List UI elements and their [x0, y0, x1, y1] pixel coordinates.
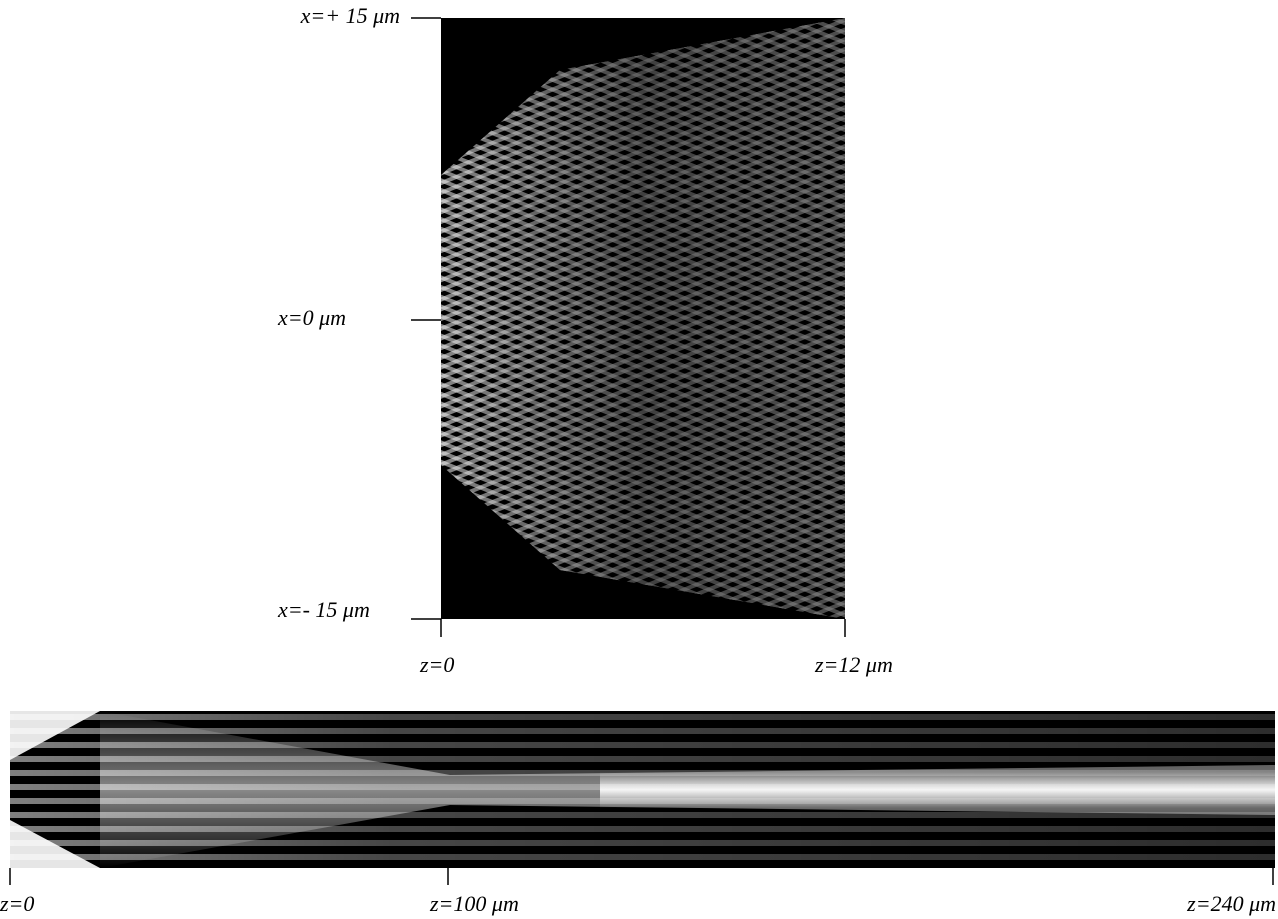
z-tick-label: z=0	[419, 652, 454, 677]
z-tick-label: z=240 μm	[1186, 891, 1276, 916]
x-tick-label: x=- 15 μm	[277, 597, 370, 622]
x-tick-label: x=0 μm	[277, 305, 346, 330]
z-tick-label: z=12 μm	[814, 652, 893, 677]
z-tick-label: z=100 μm	[429, 891, 519, 916]
z-tick-label: z=0	[0, 891, 34, 916]
top-intensity-image	[441, 18, 845, 619]
figure: x=+ 15 μm x=0 μm x=- 15 μm z=0 z=12 μm z…	[0, 0, 1278, 919]
x-tick-label: x=+ 15 μm	[300, 3, 400, 28]
bottom-intensity-image	[10, 711, 1275, 868]
